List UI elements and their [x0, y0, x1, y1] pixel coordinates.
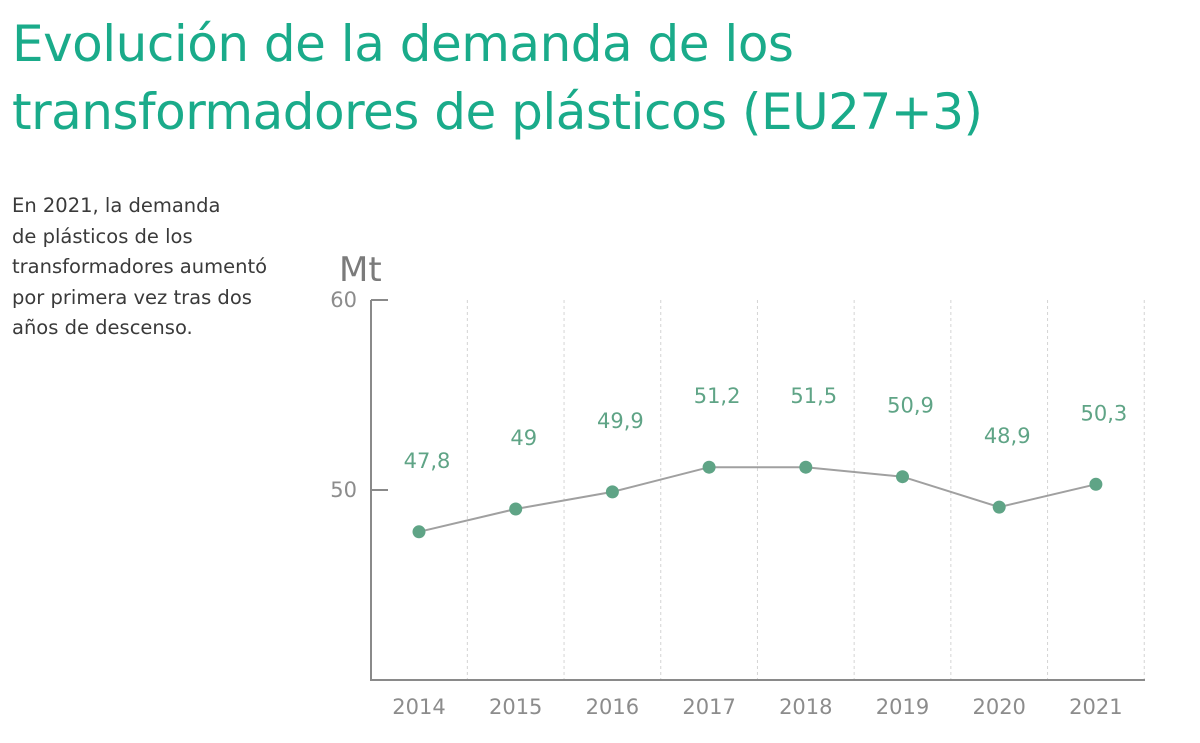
- description-line-2: de plásticos de los: [12, 224, 193, 248]
- data-label: 49,9: [597, 409, 644, 433]
- description-line-4: por primera vez tras dos: [12, 285, 252, 309]
- description-line-5: años de descenso.: [12, 316, 193, 339]
- data-label: 49: [510, 426, 537, 450]
- data-label: 51,2: [694, 384, 741, 408]
- title-line-2: transformadores de plásticos (EU27+3): [12, 83, 983, 141]
- data-point: [509, 502, 523, 516]
- x-tick-label: 2019: [876, 695, 929, 719]
- x-tick-label: 2017: [682, 695, 735, 719]
- description-line-3: transformadores aumentó: [12, 255, 268, 278]
- y-tick-label: 50: [330, 478, 357, 502]
- title-line-1: Evolución de la demanda de los: [12, 15, 794, 73]
- x-tick-label: 2018: [779, 695, 832, 719]
- x-tick-label: 2015: [489, 695, 542, 719]
- description-line-1: En 2021, la demanda: [12, 194, 221, 217]
- data-point: [992, 500, 1006, 514]
- data-label: 51,5: [790, 384, 837, 408]
- data-point: [605, 485, 619, 499]
- series-line: [418, 466, 1097, 533]
- data-label: 48,9: [984, 424, 1031, 448]
- data-point: [702, 460, 716, 474]
- x-tick-label: 2021: [1069, 695, 1122, 719]
- data-point: [896, 470, 909, 484]
- x-tick-label: 2014: [392, 695, 445, 719]
- data-label: 47,8: [404, 449, 451, 473]
- chart-description: En 2021, la demanda de plásticos de los …: [12, 191, 317, 344]
- data-label: 50,9: [887, 394, 934, 418]
- page-title: Evolución de la demanda de los transform…: [12, 10, 1192, 146]
- data-point: [1089, 477, 1103, 491]
- x-tick-label: 2016: [586, 695, 639, 719]
- data-point: [799, 460, 813, 474]
- x-tick-label: 2020: [972, 695, 1025, 719]
- y-unit-label: Mt: [339, 250, 382, 290]
- data-label: 50,3: [1081, 401, 1128, 425]
- y-tick-label: 60: [330, 288, 357, 312]
- data-point: [412, 525, 426, 539]
